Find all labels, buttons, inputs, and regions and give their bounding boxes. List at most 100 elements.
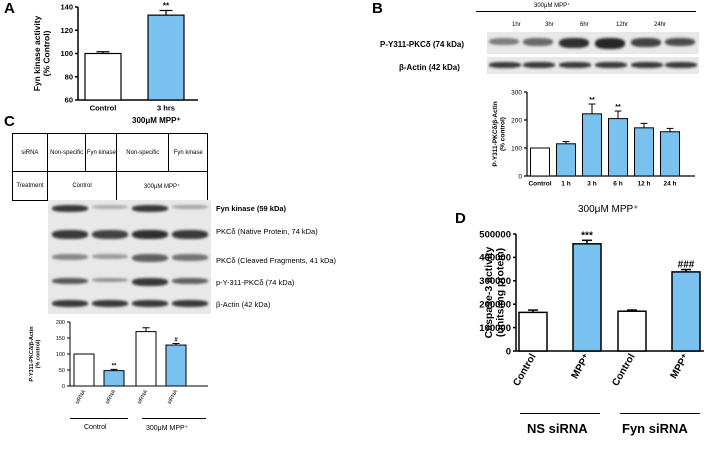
significance-mark: ### [678,260,695,271]
bar [73,353,95,387]
y-tick-label: 400000 [479,253,511,264]
y-tick-label: 0 [506,346,511,357]
blot-band [172,254,208,261]
panel-b-time-label: 1hr [512,22,521,28]
panel-d-group-line-fyn [620,413,700,414]
blot-band [665,38,695,46]
x-tick-label: Control [90,104,117,113]
y-axis-label: P-Y311-PKCδ/β-Actin [29,326,35,382]
y-axis-label: P-Y311-PKCδ/β-Actin [492,101,499,166]
y-tick-label: 200 [511,117,522,124]
table-cell-fyn1: Fyn kinase [85,133,118,172]
table-cell-mpp: 300μM MPP⁺ [116,171,208,201]
blot-band [631,62,663,68]
panel-d-group-fyn: Fyn siRNA [622,421,688,436]
significance-mark: ** [615,104,621,111]
x-tick-label: MPP⁺ [669,352,692,381]
blot-band [132,205,168,212]
bar [660,131,680,177]
blot-band [665,62,697,68]
y-tick-label: 80 [65,72,73,81]
blot-band [52,300,88,307]
blot-band [132,230,168,239]
panel-b-blot-pkcd [487,32,699,54]
blot-band [523,38,553,46]
panel-b-blot1-label: P-Y311-PKCδ (74 kDa) [380,40,464,49]
panel-c-condition-table: siRNA Non-specific Fyn kinase Non-specif… [12,133,208,201]
panel-b-chart: 0 100 200 300 P-Y311-PKCδ/β-Actin (% control)… [492,89,695,188]
y-tick-label: 0 [518,173,522,180]
panel-c-group-mpp: 300μM MPP⁺ [146,425,189,432]
blot-band [92,230,128,239]
y-tick-label: 0 [62,384,65,390]
significance-mark: ** [163,1,170,10]
panel-c-blot-label-native: PKCδ (Native Protein, 74 kDa) [216,227,318,236]
panel-a-letter: A [4,0,15,17]
y-tick-label: 200000 [479,300,511,311]
x-tick-label: 3 h [587,181,596,188]
bar [671,271,701,352]
panel-b-time-label: 24hr [654,22,667,28]
blot-band [631,38,661,47]
blot-band [172,205,208,209]
bar [147,14,185,101]
panel-c-blot-label-cleaved: PKCδ (Cleaved Fragments, 41 kDa) [216,256,337,265]
blot-band [92,205,128,209]
bar [518,311,548,352]
table-cell-fyn2: Fyn kinase [168,133,208,172]
y-tick-label: 100 [60,49,73,58]
y-tick-label: 140 [60,3,73,12]
y-axis-label: Caspase-3 activity [483,247,495,339]
blot-band [92,254,128,259]
panel-c-blot-label-fyn: Fyn kinase (59 kDa) [216,204,287,213]
blot-band [489,38,519,45]
bar [165,344,187,387]
y-axis-label: (% Control) [42,30,52,76]
blot-band [559,38,589,48]
panel-d-letter: D [455,210,466,227]
panel-d-group-ns: NS siRNA [527,421,588,436]
y-tick-label: 150 [56,336,65,342]
x-tick-label: NS siRNA [70,389,88,404]
blot-band [52,230,88,239]
bar [530,147,550,177]
panel-b-time-label: 12hr [616,22,629,28]
bar [582,113,602,177]
panel-b-blot2-label: β-Actin (42 kDa) [399,63,460,72]
panel-b-header-line [476,11,696,12]
x-tick-label: 1 h [561,181,570,188]
panel-c-chart: 0 50 100 150 200 P-Y311-PKCδ/β-Actin (% contro… [29,320,208,404]
panel-c-group-line-mpp [142,418,206,419]
bar [84,52,122,101]
panel-c-blots [48,200,211,314]
panel-b-header: 300μM MPP⁺ [534,3,571,9]
panel-d-group-line-ns [520,413,600,414]
x-tick-label: Control [528,181,551,188]
y-tick-label: 200 [56,320,65,326]
x-tick-label: 12 h [637,181,650,188]
panel-c-group-control: Control [84,424,107,431]
panel-c-letter: C [4,113,15,130]
blot-band [52,254,88,260]
blot-band [559,62,591,68]
blot-band [92,278,128,282]
y-tick-label: 60 [65,96,73,105]
y-tick-label: 500000 [479,229,511,240]
blot-band [132,300,168,307]
panel-b-time-label: 6hr [580,22,589,28]
bar [608,118,628,177]
panel-b-blot-actin [487,57,699,74]
y-axis-label: (% control) [500,117,507,151]
x-tick-label: 24 h [663,181,676,188]
panel-b-letter: B [372,0,383,17]
table-cell-treatment: Treatment [12,171,48,201]
blot-band [523,62,555,68]
y-tick-label: 120 [60,26,73,35]
panel-a-caption: 300μM MPP⁺ [132,116,181,125]
panel-c-blot-label-actin: β-Actin (42 kDa) [216,300,271,309]
y-axis-label: (units/mg protein) [495,248,507,337]
significance-mark: ** [589,97,595,104]
bar [103,370,125,387]
table-cell-control: Control [46,171,118,201]
blot-band [489,62,521,68]
